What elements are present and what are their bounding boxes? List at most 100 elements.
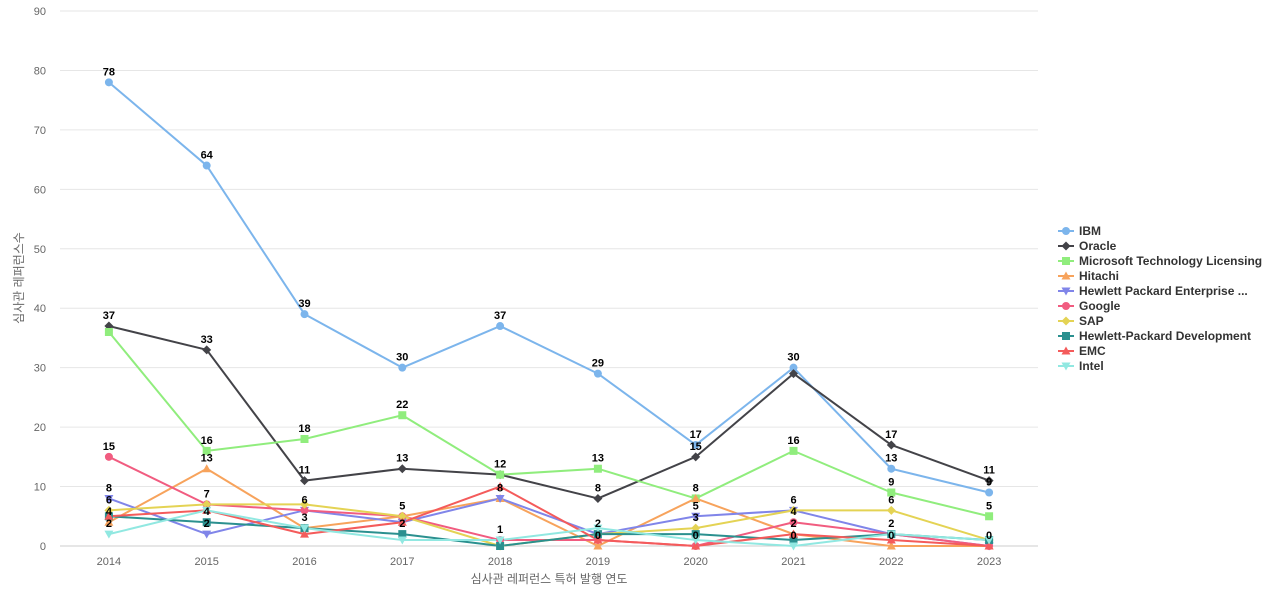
data-point	[496, 542, 505, 550]
legend-symbol	[1062, 257, 1070, 265]
legend-item[interactable]: EMC	[1058, 344, 1106, 358]
legend-item[interactable]: IBM	[1058, 224, 1101, 238]
data-label: 13	[885, 453, 897, 465]
data-point	[104, 511, 114, 520]
y-tick-label: 50	[34, 244, 46, 256]
legend-label: Intel	[1079, 359, 1104, 373]
y-tick-label: 10	[34, 482, 46, 494]
data-point	[300, 499, 309, 509]
legend-item[interactable]: Oracle	[1058, 239, 1117, 253]
legend-item[interactable]: SAP	[1058, 314, 1104, 328]
data-point	[104, 78, 113, 87]
data-point	[495, 536, 505, 545]
data-label: 0	[986, 530, 992, 542]
data-label: 6	[301, 494, 307, 506]
legend-item[interactable]: Hewlett-Packard Development	[1058, 329, 1251, 343]
data-point	[104, 452, 113, 461]
data-label: 29	[592, 358, 604, 370]
data-point	[984, 476, 994, 486]
series-line	[108, 331, 990, 518]
data-label: 22	[396, 399, 408, 411]
data-label: 0	[595, 530, 601, 542]
x-tick-label: 2019	[586, 556, 610, 568]
data-point	[496, 470, 505, 479]
legend-symbol	[1061, 362, 1071, 371]
legend-symbol	[1062, 302, 1070, 310]
data-point	[202, 499, 212, 509]
data-label: 8	[595, 482, 601, 494]
series-lines	[108, 81, 990, 547]
x-tick-label: 2018	[488, 556, 512, 568]
data-point	[789, 446, 798, 455]
data-point	[202, 506, 212, 515]
y-tick-label: 60	[34, 184, 46, 196]
x-tick-label: 2021	[781, 556, 805, 568]
legend-item[interactable]: Microsoft Technology Licensing	[1058, 254, 1262, 268]
y-tick-label: 90	[34, 6, 46, 18]
legend-symbol	[1061, 287, 1071, 296]
data-point	[495, 494, 505, 503]
data-point	[789, 369, 798, 379]
data-label: 3	[301, 512, 307, 524]
legend-label: Google	[1079, 299, 1121, 313]
x-axis-title: 심사관 레퍼런스 특허 발행 연도	[471, 571, 628, 586]
y-axis-ticks: 0 10 20 30 40 50 60 70 80 90	[34, 6, 46, 553]
data-point	[104, 328, 113, 336]
x-tick-label: 2014	[97, 556, 121, 568]
data-point	[789, 518, 798, 527]
legend-item[interactable]: Intel	[1058, 359, 1104, 373]
data-point	[691, 440, 700, 449]
data-point	[789, 542, 798, 551]
data-point	[886, 505, 896, 515]
data-point	[202, 161, 211, 170]
data-point	[104, 517, 114, 526]
data-point	[789, 505, 798, 515]
legend-item[interactable]: Hitachi	[1058, 269, 1119, 283]
data-label: 30	[396, 352, 408, 364]
data-point	[300, 476, 309, 486]
x-tick-label: 2016	[292, 556, 316, 568]
data-label: 33	[201, 334, 213, 346]
legend-item[interactable]: Hewlett Packard Enterprise ...	[1058, 284, 1248, 298]
data-point	[985, 488, 994, 497]
x-tick-label: 2015	[194, 556, 218, 568]
data-labels: 7837158642643316137423918116330221352371…	[103, 66, 995, 542]
legend-label: Hewlett Packard Enterprise ...	[1079, 284, 1248, 298]
data-label: 5	[986, 500, 992, 512]
data-point	[789, 536, 798, 545]
data-label: 4	[790, 506, 797, 518]
x-tick-label: 2020	[683, 556, 707, 568]
data-point	[691, 541, 701, 550]
data-point	[984, 536, 994, 545]
data-point	[104, 494, 114, 503]
data-point	[397, 536, 407, 545]
data-point	[398, 530, 407, 539]
legend-label: Hewlett-Packard Development	[1079, 329, 1251, 343]
data-point	[300, 506, 309, 515]
data-point	[202, 530, 212, 539]
data-point	[691, 530, 700, 539]
data-label: 3	[693, 512, 699, 524]
data-label: 39	[298, 298, 310, 310]
data-label: 16	[201, 435, 213, 447]
data-label: 9	[986, 477, 992, 489]
data-point	[691, 512, 701, 521]
legend-item[interactable]: Google	[1058, 299, 1121, 313]
data-point	[593, 535, 603, 544]
y-tick-label: 40	[34, 303, 46, 315]
data-label: 13	[201, 453, 213, 465]
data-point	[886, 541, 896, 550]
data-point	[886, 440, 896, 450]
data-label: 2	[204, 518, 210, 530]
data-point	[300, 310, 309, 319]
data-label: 7	[204, 488, 210, 500]
data-point	[397, 511, 407, 521]
data-label: 9	[888, 477, 894, 489]
legend-label: IBM	[1079, 224, 1101, 238]
data-label: 13	[396, 453, 408, 465]
data-point	[593, 369, 602, 378]
legend-symbol	[1061, 346, 1071, 355]
series-line	[108, 325, 990, 500]
